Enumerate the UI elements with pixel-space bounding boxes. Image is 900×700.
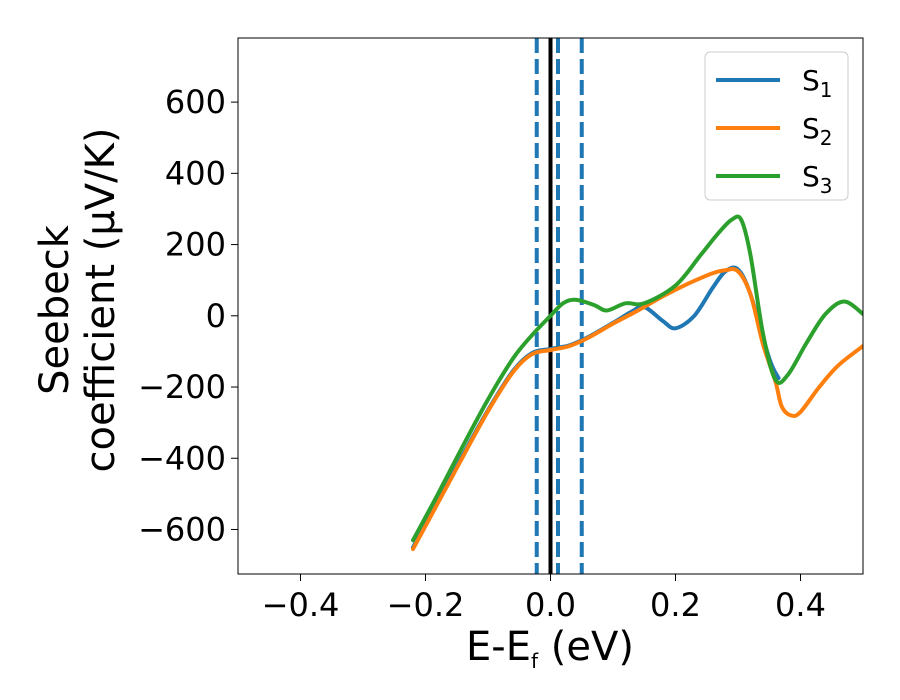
legend-label-s1: S1 [802, 64, 833, 102]
x-axis-title: E-Ef (eV) [466, 624, 634, 673]
x-tick-label: 0.0 [525, 586, 576, 624]
legend-label-s3: S3 [802, 160, 833, 198]
y-tick-label: 400 [165, 154, 226, 192]
y-tick-label: 200 [165, 226, 226, 264]
legend: S1 S2 S3 [704, 51, 849, 201]
series-lines [411, 214, 863, 552]
x-tick-label: −0.4 [262, 586, 340, 624]
y-tick-label: 600 [165, 83, 226, 121]
y-tick-label: −400 [138, 439, 226, 477]
y-tick-label: −600 [138, 510, 226, 548]
y-axis-title: Seebeck [32, 224, 78, 395]
y-tick-label: 0 [206, 297, 226, 335]
series-line-s3 [411, 214, 863, 543]
series-line-s2 [411, 267, 863, 552]
legend-label-s2: S2 [802, 112, 833, 150]
x-tick-label: 0.4 [775, 586, 826, 624]
reference-lines [534, 38, 584, 574]
y-tick-label: −200 [138, 368, 226, 406]
x-axis-ticks: −0.4 −0.2 0.0 0.2 0.4 [262, 574, 826, 624]
y-axis-ticks: −600 −400 −200 0 200 400 600 [138, 83, 238, 548]
x-tick-label: 0.2 [650, 586, 701, 624]
series-line-s1 [411, 265, 781, 550]
x-tick-label: −0.2 [387, 586, 465, 624]
y-axis-title-line2: coefficient (μV/K) [78, 128, 124, 473]
